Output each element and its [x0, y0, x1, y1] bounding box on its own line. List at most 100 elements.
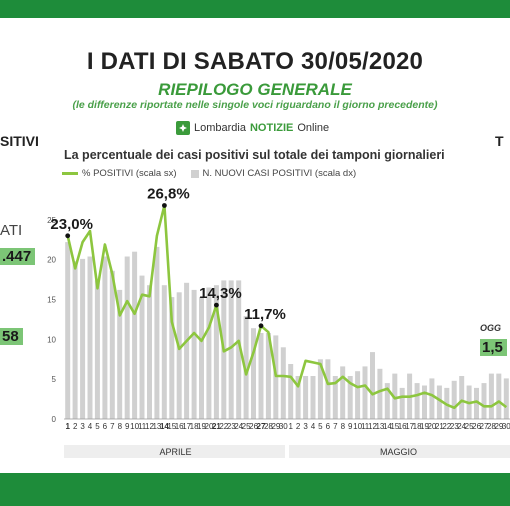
brand-suffix: Online: [297, 122, 330, 134]
brand-name: NOTIZIE: [249, 122, 294, 134]
annotation-label: 11,7%: [244, 306, 286, 323]
x-tick-label: 25: [465, 422, 474, 431]
x-tick-label: 12: [368, 422, 377, 431]
x-tick-label: 4: [311, 422, 316, 431]
chart-title: La percentuale dei casi positivi sul tot…: [64, 148, 445, 162]
y-tick-label: 10: [47, 335, 56, 344]
page-title: I DATI DI SABATO 30/05/2020: [86, 48, 424, 75]
x-tick-label: 3: [303, 422, 308, 431]
new-cases-bar: [496, 373, 502, 419]
x-tick-label: 18: [190, 422, 199, 431]
new-cases-bar: [124, 256, 130, 419]
annotation-label: 23,0%: [50, 216, 93, 233]
x-tick-label: 2: [296, 422, 301, 431]
new-cases-bar: [169, 297, 175, 419]
annotation-marker: [162, 203, 167, 208]
left-side-label-dati: ATI: [0, 222, 23, 239]
x-tick-label: 4: [88, 422, 93, 431]
x-tick-label: 11: [138, 422, 147, 431]
annotation-marker: [214, 302, 219, 308]
x-tick-label: 14: [160, 422, 169, 431]
annotation-marker: [258, 323, 264, 329]
x-tick-label: 15: [390, 422, 399, 431]
x-tick-label: 5: [95, 422, 100, 431]
new-cases-bar: [303, 376, 309, 419]
new-cases-bar: [370, 352, 375, 419]
x-tick-label: 13: [152, 422, 161, 431]
new-cases-bar: [161, 285, 167, 419]
new-cases-bar: [347, 376, 353, 419]
new-cases-bar: [317, 359, 323, 420]
x-tick-label: 12: [145, 422, 154, 431]
x-tick-label: 29: [271, 422, 280, 431]
new-cases-bar: [459, 376, 465, 419]
new-cases-bar: [481, 383, 487, 419]
left-side-label-positivi: SITIVI: [0, 133, 39, 149]
new-cases-bar: [399, 387, 405, 419]
new-cases-bar: [87, 256, 93, 419]
brand-prefix: Lombardia: [194, 122, 246, 134]
new-cases-bar: [213, 285, 219, 419]
x-tick-label: 22: [442, 422, 451, 431]
new-cases-bar: [310, 376, 316, 419]
new-cases-bar: [377, 368, 383, 419]
x-tick-label: 26: [249, 422, 258, 431]
x-tick-label: 5: [318, 422, 323, 431]
new-cases-bar: [295, 376, 301, 419]
page-subtitle: RIEPILOGO GENERALE: [158, 80, 352, 99]
new-cases-bar: [503, 378, 509, 419]
new-cases-bar: [258, 333, 264, 419]
x-tick-label: 19: [197, 422, 206, 431]
x-tick-label: 24: [234, 422, 243, 431]
new-cases-bar: [236, 280, 242, 419]
new-cases-bar: [488, 373, 494, 419]
top-band: [0, 0, 510, 18]
annotation-label: 26,8%: [147, 186, 190, 203]
new-cases-bar: [355, 371, 361, 419]
pct-positive-line: [66, 204, 508, 410]
y-tick-label: 20: [47, 256, 56, 265]
x-tick-label: 11: [361, 422, 370, 431]
x-tick-label: 21: [435, 422, 444, 431]
x-tick-label: 6: [326, 422, 331, 431]
new-cases-bar: [206, 287, 212, 419]
bottom-stripe: [0, 469, 510, 473]
month-band-april: [64, 445, 285, 458]
brand: Lombardia NOTIZIE Online: [176, 118, 329, 138]
x-tick-label: 30: [502, 422, 510, 431]
annotation-label: 14,3%: [199, 285, 242, 302]
left-side-value-1: .447: [0, 248, 36, 265]
legend-line-label: % POSITIVI (scala sx): [82, 168, 177, 179]
new-cases-bar: [325, 359, 331, 420]
x-tick-label: 10: [353, 422, 362, 431]
x-tick-label: 14: [383, 422, 392, 431]
new-cases-bar: [228, 280, 234, 419]
bottom-band: [0, 473, 510, 506]
x-tick-label: 7: [333, 422, 338, 431]
left-side-value-2: 58: [0, 328, 23, 345]
new-cases-bar: [243, 316, 249, 419]
x-tick-label: 13: [375, 422, 384, 431]
x-tick-label: 10: [130, 422, 139, 431]
x-tick-label: 27: [257, 422, 266, 431]
new-cases-bar: [199, 297, 204, 419]
x-tick-label: 3: [80, 422, 85, 431]
x-tick-label: 9: [348, 422, 353, 431]
x-tick-label: 27: [480, 422, 489, 431]
month-band-may: [289, 445, 510, 458]
x-tick-label: 1: [65, 422, 70, 431]
x-tick-label: 6: [103, 422, 108, 431]
y-tick-label: 25: [47, 216, 56, 225]
x-tick-label: 28: [264, 422, 273, 431]
legend-bar-swatch: [190, 169, 199, 178]
x-tick-label: 1: [288, 422, 293, 431]
x-tick-label: 28: [487, 422, 496, 431]
new-cases-bar: [436, 385, 442, 419]
new-cases-bar: [451, 380, 457, 419]
month-label-may: MAGGIO: [380, 447, 417, 457]
brand-logo-icon: [176, 121, 190, 135]
legend-bar-label: N. NUOVI CASI POSITIVI (scala dx): [202, 168, 357, 179]
page-note: (le differenze riportate nelle singole v…: [72, 99, 438, 111]
new-cases-bar: [191, 289, 197, 419]
